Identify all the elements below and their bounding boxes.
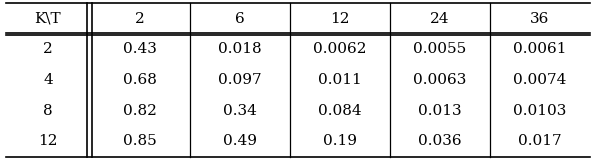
Text: 0.68: 0.68 [123, 73, 157, 87]
Text: 0.084: 0.084 [318, 104, 362, 118]
Text: 0.0074: 0.0074 [513, 73, 567, 87]
Text: 0.036: 0.036 [418, 134, 462, 148]
Text: 0.0062: 0.0062 [313, 42, 367, 56]
Text: 0.85: 0.85 [123, 134, 157, 148]
Text: 0.0103: 0.0103 [513, 104, 567, 118]
Text: 0.49: 0.49 [223, 134, 257, 148]
Text: K\T: K\T [35, 12, 61, 26]
Text: 0.34: 0.34 [223, 104, 257, 118]
Text: 0.097: 0.097 [218, 73, 262, 87]
Text: 0.0055: 0.0055 [414, 42, 467, 56]
Text: 0.43: 0.43 [123, 42, 157, 56]
Text: 0.018: 0.018 [218, 42, 262, 56]
Text: 0.013: 0.013 [418, 104, 462, 118]
Text: 4: 4 [43, 73, 53, 87]
Text: 0.017: 0.017 [518, 134, 562, 148]
Text: 0.82: 0.82 [123, 104, 157, 118]
Text: 0.0063: 0.0063 [413, 73, 467, 87]
Text: 12: 12 [38, 134, 58, 148]
Text: 0.19: 0.19 [323, 134, 357, 148]
Text: 0.011: 0.011 [318, 73, 362, 87]
Text: 36: 36 [530, 12, 550, 26]
Text: 2: 2 [135, 12, 145, 26]
Text: 8: 8 [43, 104, 52, 118]
Text: 2: 2 [43, 42, 53, 56]
Text: 0.0061: 0.0061 [513, 42, 567, 56]
Text: 24: 24 [430, 12, 450, 26]
Text: 6: 6 [235, 12, 245, 26]
Text: 12: 12 [330, 12, 350, 26]
